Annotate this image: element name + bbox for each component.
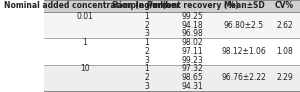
FancyBboxPatch shape	[44, 29, 300, 38]
Text: 98.12±1.06: 98.12±1.06	[221, 47, 266, 56]
FancyBboxPatch shape	[44, 73, 300, 82]
Text: 2.62: 2.62	[276, 21, 293, 30]
Text: 3: 3	[144, 29, 149, 38]
FancyBboxPatch shape	[44, 0, 300, 12]
FancyBboxPatch shape	[44, 47, 300, 56]
Text: Nominal added concentration (ng/ml): Nominal added concentration (ng/ml)	[4, 1, 166, 10]
Text: 0.01: 0.01	[76, 12, 93, 21]
Text: 2: 2	[144, 73, 149, 82]
Text: 3: 3	[144, 56, 149, 65]
Text: 99.23: 99.23	[182, 56, 203, 65]
FancyBboxPatch shape	[44, 82, 300, 91]
Text: 97.32: 97.32	[182, 64, 203, 73]
Text: CV%: CV%	[275, 1, 294, 10]
FancyBboxPatch shape	[44, 12, 300, 21]
Text: Sample number: Sample number	[112, 1, 180, 10]
Text: 96.80±2.5: 96.80±2.5	[224, 21, 264, 30]
FancyBboxPatch shape	[44, 56, 300, 65]
Text: 2: 2	[144, 21, 149, 30]
Text: 94.18: 94.18	[182, 21, 203, 30]
Text: 3: 3	[144, 82, 149, 91]
Text: 96.76±2.22: 96.76±2.22	[221, 73, 266, 82]
Text: 1: 1	[144, 12, 149, 21]
Text: 1.08: 1.08	[276, 47, 293, 56]
Text: 97.11: 97.11	[182, 47, 203, 56]
Text: 2: 2	[144, 47, 149, 56]
FancyBboxPatch shape	[44, 65, 300, 73]
Text: Mean±SD: Mean±SD	[223, 1, 265, 10]
Text: 1: 1	[82, 38, 87, 47]
Text: 2.29: 2.29	[276, 73, 293, 82]
Text: 94.31: 94.31	[182, 82, 203, 91]
FancyBboxPatch shape	[44, 21, 300, 29]
Text: 1: 1	[144, 64, 149, 73]
FancyBboxPatch shape	[44, 38, 300, 47]
Text: 1: 1	[144, 38, 149, 47]
Text: Percent recovery (%): Percent recovery (%)	[147, 1, 238, 10]
Text: 98.65: 98.65	[182, 73, 203, 82]
Text: 98.02: 98.02	[182, 38, 203, 47]
Text: 96.98: 96.98	[182, 29, 203, 38]
Text: 99.25: 99.25	[182, 12, 203, 21]
Text: 10: 10	[80, 64, 90, 73]
